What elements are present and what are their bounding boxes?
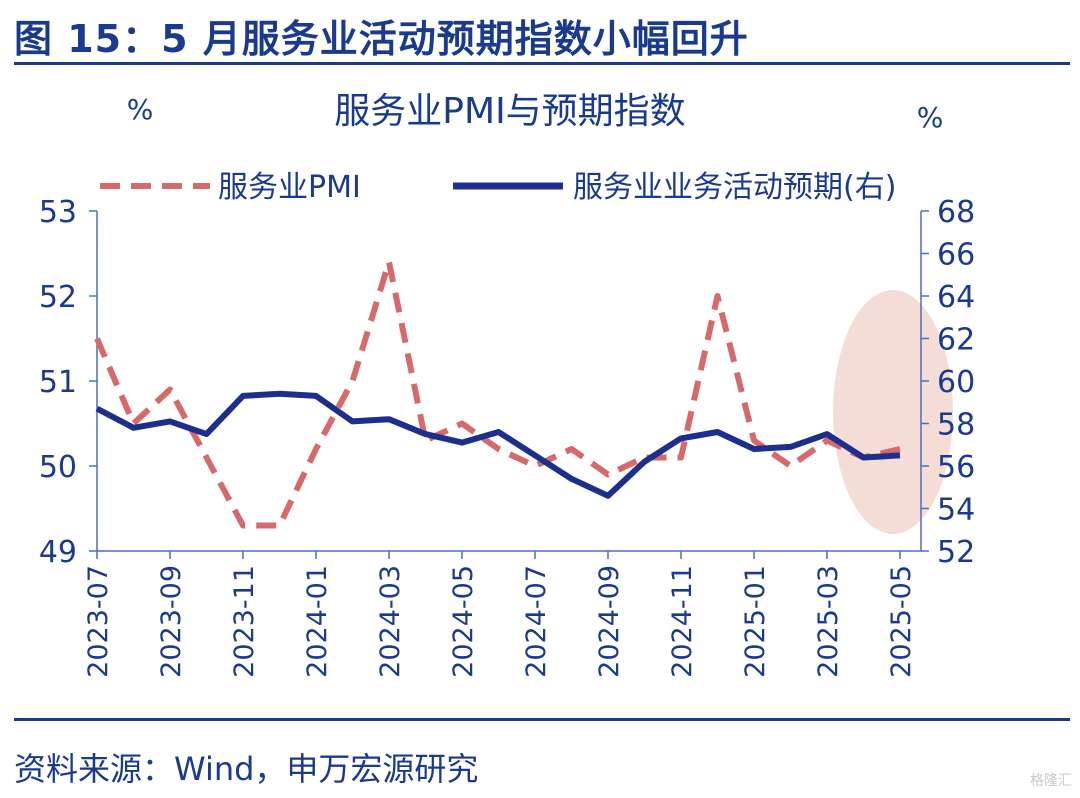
axes: 49 50 51 52 53 52 54 56 58 60 62 64 66 68 2023-07 2023-… bbox=[39, 195, 975, 678]
left-tick-label: 53 bbox=[39, 195, 77, 230]
x-tick-label: 2024-01 bbox=[302, 565, 333, 678]
source-note: 资料来源：Wind，申万宏源研究 bbox=[14, 750, 479, 788]
x-tick-label: 2025-03 bbox=[813, 565, 844, 678]
right-tick-label: 52 bbox=[937, 535, 975, 570]
x-tick-label: 2024-05 bbox=[448, 565, 479, 678]
x-tick-label: 2024-09 bbox=[594, 565, 625, 678]
bottom-rule bbox=[14, 718, 1070, 721]
right-tick-label: 56 bbox=[937, 450, 975, 485]
left-tick-label: 50 bbox=[39, 450, 77, 485]
legend-label-business-expectation: 服务业业务活动预期(右) bbox=[573, 170, 896, 205]
series-line-services-pmi bbox=[94, 259, 901, 529]
right-axis-unit: % bbox=[917, 101, 944, 134]
x-tick-label: 2024-03 bbox=[375, 565, 406, 678]
x-tick-label: 2025-05 bbox=[886, 565, 917, 678]
watermark-logo: 格隆汇 bbox=[1030, 773, 1072, 789]
left-tick-label: 52 bbox=[39, 280, 77, 315]
x-tick-label: 2023-11 bbox=[229, 565, 260, 678]
x-tick-label: 2025-01 bbox=[740, 565, 771, 678]
left-axis-unit: % bbox=[127, 93, 154, 126]
chart-title: 服务业PMI与预期指数 bbox=[334, 91, 685, 132]
figure-title: 图 15：5 月服务业活动预期指数小幅回升 bbox=[14, 17, 749, 61]
right-tick-label: 62 bbox=[937, 323, 975, 358]
x-tick-label: 2024-07 bbox=[521, 565, 552, 678]
right-tick-label: 54 bbox=[937, 493, 975, 528]
right-tick-label: 68 bbox=[937, 195, 975, 230]
series-line-business-expectation bbox=[95, 390, 901, 499]
legend-label-services-pmi: 服务业PMI bbox=[218, 170, 361, 205]
right-tick-label: 58 bbox=[937, 408, 975, 443]
left-tick-label: 49 bbox=[39, 535, 77, 570]
legend: 服务业PMI 服务业业务活动预期(右) bbox=[100, 170, 896, 205]
x-tick-label: 2023-09 bbox=[156, 565, 187, 678]
chart: 服务业PMI与预期指数 % % 服务业PMI 服务业业务活动预期(右) 49 50 5… bbox=[39, 91, 975, 678]
top-rule bbox=[14, 62, 1070, 65]
series-layer bbox=[94, 259, 901, 529]
left-tick-label: 51 bbox=[39, 365, 77, 400]
right-tick-label: 60 bbox=[937, 365, 975, 400]
right-tick-label: 66 bbox=[937, 238, 975, 273]
x-tick-label: 2024-11 bbox=[667, 565, 698, 678]
x-tick-label: 2023-07 bbox=[83, 565, 114, 678]
right-tick-label: 64 bbox=[937, 280, 975, 315]
highlight-ellipse bbox=[833, 290, 953, 534]
